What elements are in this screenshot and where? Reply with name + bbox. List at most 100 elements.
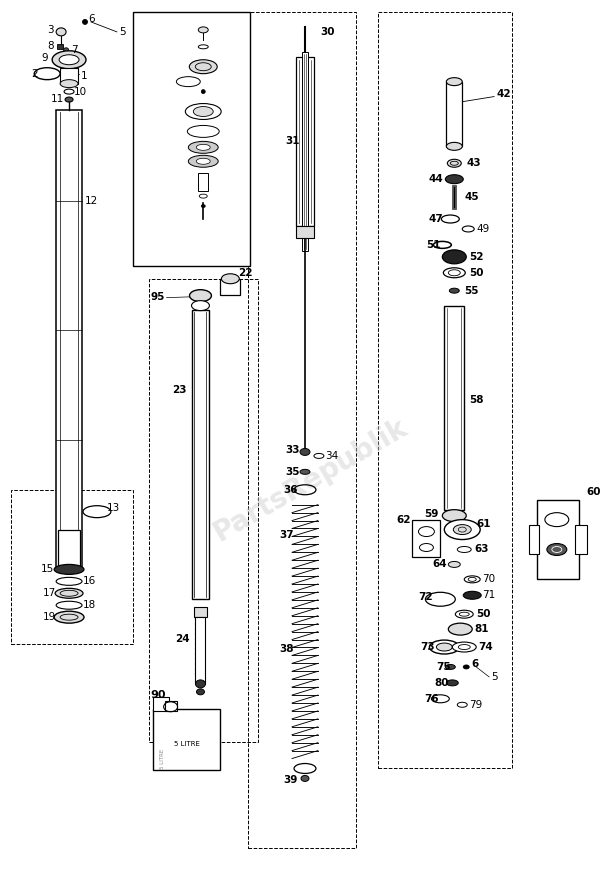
Ellipse shape	[185, 103, 221, 119]
Bar	[153, 697, 168, 710]
Text: 38: 38	[279, 644, 294, 654]
Bar	[148, 279, 258, 742]
Bar	[529, 524, 539, 554]
Text: 10: 10	[74, 87, 87, 96]
Text: 61: 61	[476, 518, 491, 529]
Bar	[60, 68, 78, 83]
Bar	[193, 607, 207, 617]
Text: 34: 34	[325, 451, 338, 461]
Text: 5: 5	[491, 672, 498, 682]
Ellipse shape	[55, 588, 83, 598]
Text: 12: 12	[85, 196, 98, 206]
Ellipse shape	[444, 267, 465, 278]
Text: 22: 22	[238, 267, 253, 278]
Text: 74: 74	[478, 642, 493, 652]
Bar	[221, 279, 241, 295]
Ellipse shape	[463, 665, 469, 669]
Ellipse shape	[436, 643, 452, 651]
Text: 58: 58	[469, 396, 484, 405]
Ellipse shape	[59, 54, 79, 65]
Ellipse shape	[196, 158, 210, 164]
Text: 2: 2	[32, 68, 38, 79]
Text: 70: 70	[482, 574, 495, 584]
Ellipse shape	[464, 576, 480, 583]
Text: 8: 8	[47, 41, 54, 51]
Text: 43: 43	[466, 158, 481, 168]
Text: PartsRepublik: PartsRepublik	[208, 413, 412, 546]
Text: 37: 37	[279, 530, 294, 539]
Text: 72: 72	[419, 592, 433, 602]
Text: 31: 31	[285, 136, 299, 146]
Ellipse shape	[196, 688, 204, 695]
Ellipse shape	[201, 89, 205, 94]
Bar	[165, 701, 176, 710]
Text: 63: 63	[474, 545, 488, 554]
Ellipse shape	[190, 289, 211, 302]
Text: 55: 55	[464, 286, 479, 296]
Ellipse shape	[60, 80, 78, 88]
Ellipse shape	[191, 301, 210, 310]
Bar	[378, 12, 512, 768]
Ellipse shape	[445, 175, 463, 183]
Text: 47: 47	[428, 214, 443, 224]
Text: 90: 90	[151, 690, 166, 700]
Text: 6: 6	[88, 14, 95, 24]
Text: 17: 17	[43, 588, 56, 598]
Text: 33: 33	[285, 445, 299, 455]
Ellipse shape	[430, 640, 459, 654]
Bar	[248, 12, 356, 848]
Bar	[196, 617, 205, 684]
Ellipse shape	[447, 160, 461, 168]
Bar	[296, 57, 314, 226]
Text: 19: 19	[43, 612, 56, 622]
Ellipse shape	[189, 60, 217, 74]
Text: 76: 76	[424, 694, 439, 704]
Bar	[57, 44, 63, 49]
Ellipse shape	[547, 544, 567, 555]
Text: 52: 52	[469, 252, 484, 262]
Text: 62: 62	[396, 515, 411, 524]
Ellipse shape	[201, 204, 205, 208]
Bar	[296, 226, 314, 238]
Bar	[537, 500, 579, 580]
Ellipse shape	[56, 28, 66, 36]
Ellipse shape	[448, 561, 461, 567]
Text: 18: 18	[83, 600, 96, 610]
Text: 3: 3	[47, 25, 54, 35]
Text: 75: 75	[436, 662, 451, 672]
Ellipse shape	[196, 145, 210, 150]
Text: 7: 7	[71, 45, 78, 54]
Ellipse shape	[300, 469, 310, 474]
Ellipse shape	[188, 141, 218, 153]
Ellipse shape	[300, 448, 310, 455]
Text: 23: 23	[173, 385, 187, 396]
Bar	[153, 709, 221, 771]
Ellipse shape	[54, 565, 84, 574]
Text: 64: 64	[433, 560, 447, 569]
Text: 49: 49	[476, 224, 490, 234]
Ellipse shape	[198, 27, 208, 32]
Ellipse shape	[463, 591, 481, 599]
Text: 50: 50	[469, 267, 484, 278]
Text: 24: 24	[176, 634, 190, 644]
Ellipse shape	[447, 142, 462, 150]
Text: 42: 42	[496, 89, 511, 98]
Text: 5: 5	[119, 27, 125, 37]
Bar	[12, 489, 133, 644]
Text: 71: 71	[482, 590, 496, 600]
Text: 36: 36	[283, 485, 298, 495]
Text: 73: 73	[421, 642, 435, 652]
Text: 51: 51	[427, 240, 441, 250]
Ellipse shape	[188, 155, 218, 168]
Ellipse shape	[444, 520, 480, 539]
Bar	[447, 82, 462, 146]
Text: 80: 80	[435, 678, 449, 688]
Ellipse shape	[447, 680, 458, 686]
Bar	[56, 110, 82, 569]
Ellipse shape	[196, 680, 205, 688]
Bar	[58, 530, 80, 569]
Bar	[198, 174, 208, 191]
Ellipse shape	[447, 78, 462, 86]
Ellipse shape	[449, 289, 459, 293]
Ellipse shape	[442, 250, 466, 264]
